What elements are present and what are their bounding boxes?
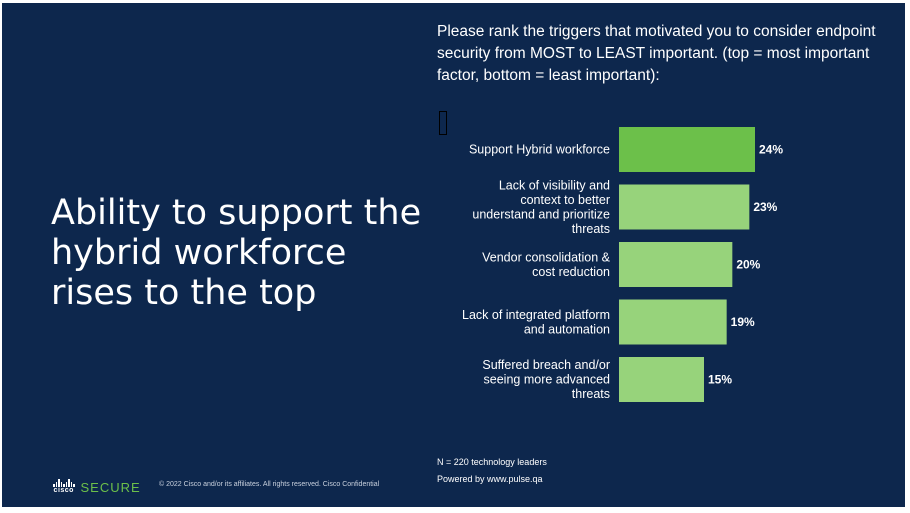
bar-1 (619, 127, 755, 172)
sample-size-note: N = 220 technology leaders (437, 457, 547, 467)
cisco-bridge-icon (53, 479, 75, 487)
copyright-text: © 2022 Cisco and/or its affiliates. All … (159, 481, 380, 488)
category-label-5: Suffered breach and/or seeing more advanc… (482, 358, 610, 401)
category-label-3: Vendor consolidation & cost reduction (482, 250, 611, 279)
chart-question: Please rank the triggers that motivated … (437, 23, 876, 84)
category-label-4: Lack of integrated platform and automatio… (462, 308, 610, 337)
value-label-1: 24% (759, 143, 783, 157)
bar-5 (619, 357, 704, 402)
value-label-4: 19% (731, 315, 755, 329)
cisco-logo-mark: cisco (53, 479, 75, 495)
bar-chart: 24% Support Hybrid workforce 23% Lack of vi… (462, 127, 783, 402)
value-label-2: 23% (753, 200, 777, 214)
slide: Ability to support the hybrid workforce … (2, 3, 905, 507)
empty-placeholder-box (439, 111, 447, 135)
bar-4 (619, 299, 727, 345)
value-label-5: 15% (708, 373, 732, 387)
headline: Ability to support the hybrid workforce … (51, 193, 422, 313)
powered-by-note: Powered by www.pulse.qa (437, 474, 543, 484)
bar-3 (619, 242, 733, 287)
secure-wordmark: SECURE (80, 480, 141, 495)
cisco-wordmark: cisco (53, 487, 74, 494)
cisco-secure-logo: cisco SECURE (53, 473, 141, 495)
category-label-2: Lack of visibility and context to better u… (472, 178, 610, 236)
value-label-3: 20% (736, 258, 760, 272)
category-label-1: Support Hybrid workforce (469, 143, 610, 157)
bar-2 (619, 184, 750, 230)
